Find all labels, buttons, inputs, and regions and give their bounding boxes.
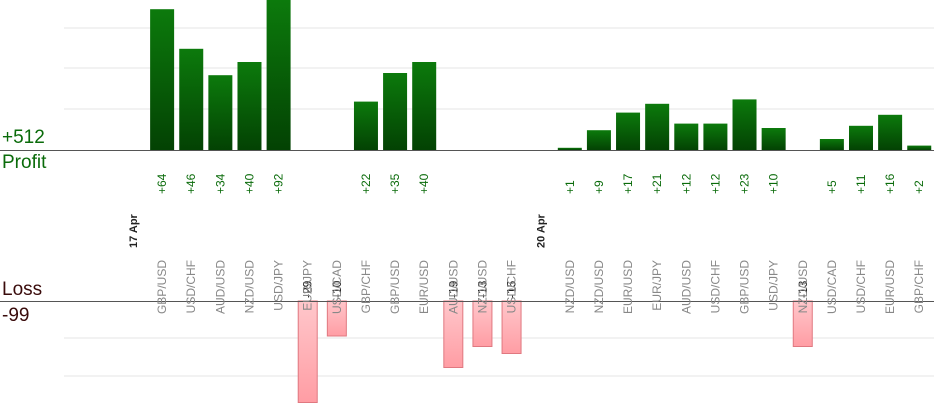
profit-bar	[761, 128, 786, 150]
profit-bar	[383, 73, 408, 150]
profit-bar	[878, 114, 903, 150]
profit-bar	[645, 103, 670, 150]
pair-label: AUD/USD	[679, 260, 693, 314]
bar-value-label: +21	[650, 173, 664, 194]
bar-value-label: +12	[679, 173, 693, 194]
pair-label: EUR/USD	[883, 260, 897, 314]
pair-label: NZD/USD	[242, 260, 256, 314]
pair-label: NZD/USD	[796, 260, 810, 314]
loss-total: -99	[2, 305, 30, 326]
pair-label: NZD/USD	[563, 260, 577, 314]
profit-bar	[179, 48, 204, 150]
bar-value-label: +35	[388, 173, 402, 194]
bar-value-label: -19	[446, 280, 460, 298]
profit-bar	[703, 123, 728, 150]
pair-label: EUR/JPY	[650, 260, 664, 311]
profit-bar	[819, 139, 844, 150]
pair-label: NZD/USD	[592, 260, 606, 314]
bar-value-label: +5	[825, 180, 839, 194]
bar-value-label: +12	[708, 173, 722, 194]
bar-value-label: -13	[475, 280, 489, 298]
bar-value-label: -29	[301, 280, 315, 298]
profit-bar	[150, 9, 175, 151]
profit-bar	[557, 147, 582, 150]
pair-label: EUR/USD	[621, 260, 635, 314]
bar-value-label: +40	[242, 173, 256, 194]
profit-bar	[586, 130, 611, 150]
bar-value-label: +23	[738, 173, 752, 194]
bar-value-label: +46	[184, 173, 198, 194]
bar-value-label: +16	[883, 173, 897, 194]
profit-bar	[353, 101, 378, 150]
profit-bar	[849, 125, 873, 150]
axes	[0, 150, 934, 302]
pair-label: EUR/USD	[417, 260, 431, 314]
profit-bar	[412, 62, 437, 150]
profit-total: +512	[2, 127, 45, 148]
bar-value-label: +34	[213, 173, 227, 194]
loss-bar	[297, 300, 318, 403]
bar-value-label: -13	[796, 280, 810, 298]
pair-label: USD/CAD	[825, 260, 839, 314]
loss-axis-label: Loss	[2, 279, 43, 300]
bar-value-label: +40	[417, 173, 431, 194]
profit-axis-label: Profit	[2, 152, 47, 173]
bars	[150, 0, 932, 403]
bar-value-label: +64	[155, 173, 169, 194]
pair-label: GBP/CHF	[912, 260, 926, 313]
pair-label: USD/JPY	[272, 260, 286, 311]
pair-label: USD/CHF	[505, 260, 519, 313]
profit-bar	[208, 75, 233, 150]
bar-value-label: -10	[330, 280, 344, 298]
profit-bar	[732, 99, 757, 150]
pair-label: GBP/USD	[155, 260, 169, 314]
profit-bar	[266, 0, 291, 150]
pair-label: USD/CHF	[184, 260, 198, 313]
pair-label: USD/CHF	[708, 260, 722, 313]
date-label: 17 Apr	[128, 213, 140, 248]
profit-bar	[237, 62, 262, 150]
pair-label: NZD/USD	[475, 260, 489, 314]
pair-label: USD/JPY	[767, 260, 781, 311]
bar-value-label: +10	[767, 173, 781, 194]
profit-bar	[907, 145, 932, 150]
date-label: 20 Apr	[536, 213, 548, 248]
pair-label: GBP/USD	[738, 260, 752, 314]
bar-value-label: +9	[592, 180, 606, 194]
bar-value-label: +17	[621, 173, 635, 194]
bar-value-label: +22	[359, 173, 373, 194]
bar-value-label: +1	[563, 180, 577, 194]
bar-value-label: +11	[854, 174, 868, 194]
profit-bar	[674, 123, 699, 150]
pair-label: USD/CHF	[854, 260, 868, 313]
pair-label: AUD/USD	[213, 260, 227, 314]
labels: 17 Apr +64 GBP/USD +46 USD/CHF +34 AUD/USD +40 N…	[128, 173, 926, 314]
pair-label: GBP/USD	[388, 260, 402, 314]
bar-value-label: -15	[505, 280, 519, 298]
bar-value-label: +92	[272, 173, 286, 194]
profit-bar	[616, 112, 641, 150]
pair-label: GBP/CHF	[359, 260, 373, 313]
bar-value-label: +2	[912, 180, 926, 194]
pair-label: EUR/JPY	[301, 260, 315, 311]
pair-label: AUD/USD	[446, 260, 460, 314]
pair-label: USD/CAD	[330, 260, 344, 314]
